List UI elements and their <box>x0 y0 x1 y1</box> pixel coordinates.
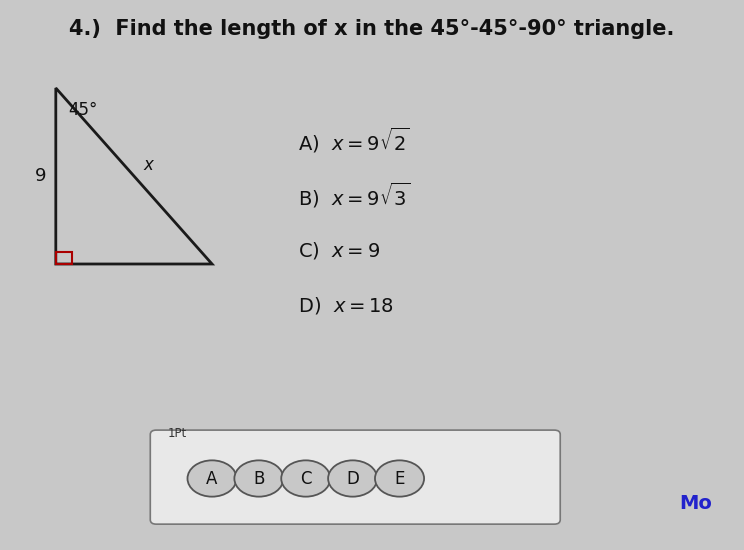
Text: C: C <box>300 470 312 487</box>
Text: x: x <box>144 156 154 174</box>
Circle shape <box>281 460 330 497</box>
Circle shape <box>328 460 377 497</box>
FancyBboxPatch shape <box>150 430 560 524</box>
Text: C)  $x=9$: C) $x=9$ <box>298 240 379 261</box>
Text: D)  $x=18$: D) $x=18$ <box>298 295 394 316</box>
Circle shape <box>375 460 424 497</box>
Text: E: E <box>394 470 405 487</box>
Text: 4.)  Find the length of x in the 45°-45°-90° triangle.: 4.) Find the length of x in the 45°-45°-… <box>69 19 675 39</box>
Circle shape <box>187 460 237 497</box>
Text: D: D <box>346 470 359 487</box>
Text: 1Pt: 1Pt <box>167 427 187 440</box>
Text: A: A <box>206 470 218 487</box>
Text: A)  $x=9\sqrt{2}$: A) $x=9\sqrt{2}$ <box>298 125 410 155</box>
Text: B: B <box>253 470 265 487</box>
Text: Mo: Mo <box>679 494 712 513</box>
Text: 45°: 45° <box>68 101 97 119</box>
Bar <box>56 252 72 264</box>
Circle shape <box>234 460 283 497</box>
Text: B)  $x=9\sqrt{3}$: B) $x=9\sqrt{3}$ <box>298 180 410 210</box>
Text: 9: 9 <box>35 167 47 185</box>
